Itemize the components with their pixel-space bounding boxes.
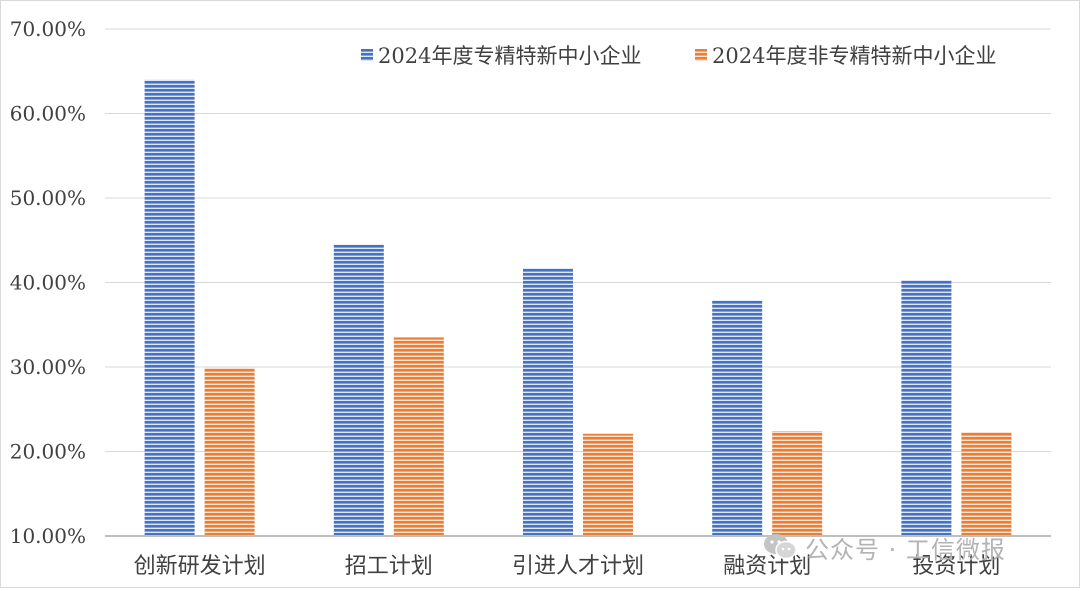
legend-swatch bbox=[695, 49, 707, 61]
bar bbox=[901, 279, 952, 536]
bar bbox=[772, 431, 823, 536]
bar bbox=[204, 367, 255, 536]
bar bbox=[333, 244, 384, 536]
bar bbox=[712, 300, 763, 536]
bar bbox=[144, 79, 195, 536]
x-category-label: 投资计划 bbox=[912, 554, 1000, 579]
x-category-label: 融资计划 bbox=[723, 554, 811, 579]
bar bbox=[523, 268, 573, 536]
bar bbox=[961, 432, 1012, 536]
y-tick-label: 20.00% bbox=[10, 440, 86, 464]
y-tick-label: 60.00% bbox=[10, 102, 86, 126]
y-tick-label: 50.00% bbox=[10, 186, 86, 210]
y-tick-label: 10.00% bbox=[10, 524, 86, 548]
x-category-label: 招工计划 bbox=[345, 554, 433, 579]
bar bbox=[583, 433, 633, 536]
x-category-label: 引进人才计划 bbox=[512, 554, 644, 579]
x-category-label: 创新研发计划 bbox=[134, 554, 266, 579]
legend-label: 2024年度专精特新中小企业 bbox=[378, 44, 641, 68]
bar bbox=[393, 337, 444, 536]
y-tick-label: 30.00% bbox=[10, 355, 86, 379]
legend-swatch bbox=[361, 49, 373, 61]
y-tick-label: 70.00% bbox=[10, 17, 86, 41]
legend-label: 2024年度非专精特新中小企业 bbox=[712, 44, 996, 68]
y-tick-label: 40.00% bbox=[10, 271, 86, 295]
